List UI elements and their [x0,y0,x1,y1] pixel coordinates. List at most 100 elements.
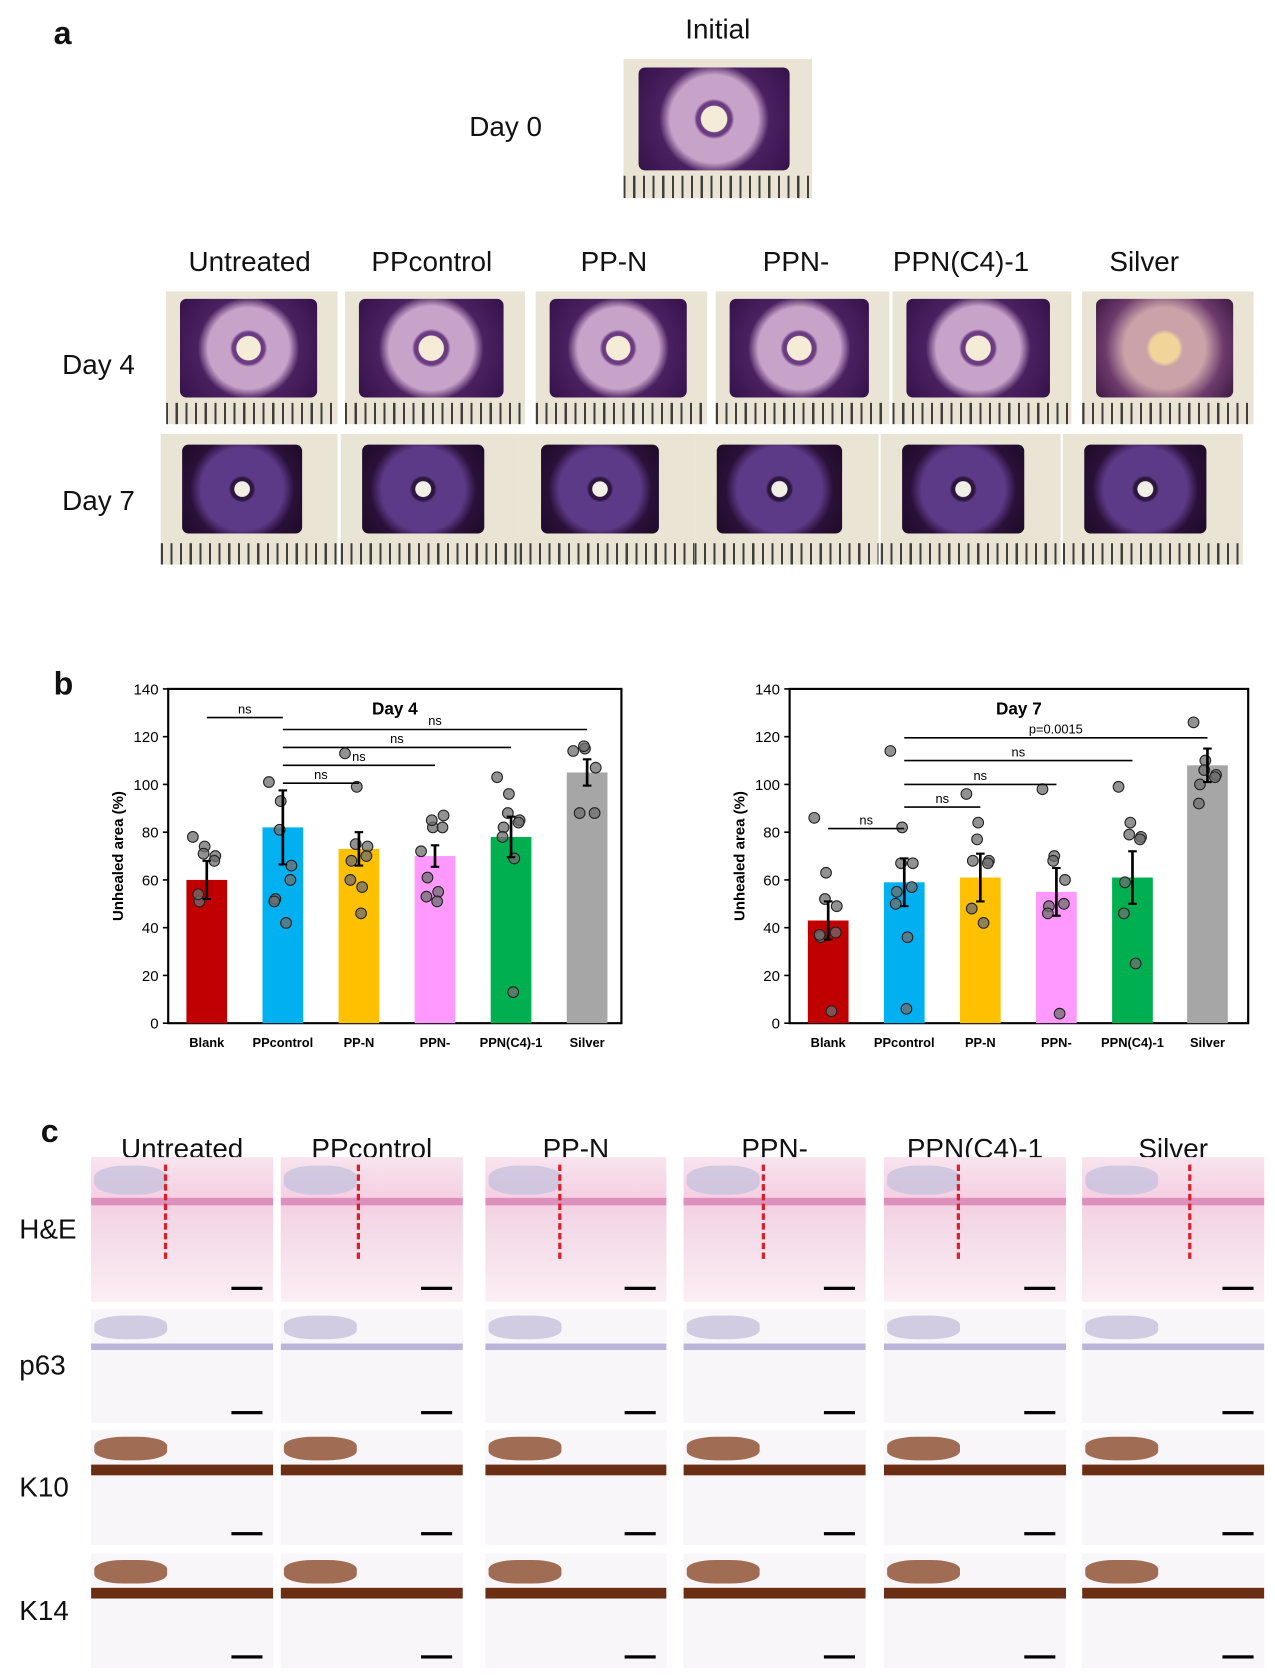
y-tick-label: 140 [134,681,159,698]
row-label-day7: Day 7 [62,484,135,517]
histology-image-p63-silver [1082,1309,1265,1423]
panel-b-label: b [53,666,74,702]
histology-image-p63-ppn [683,1309,866,1423]
data-point-ppn-c4-1 [496,831,509,843]
wound-edge-marker [1187,1164,1191,1259]
bar-chart-day4: 0 20 40 60 80 100 120 140 Unhealed area (%) Day 4… [110,681,623,1050]
y-tick-label: 0 [150,1016,158,1033]
significance-label: ns [936,791,950,806]
y-tick-label: 40 [763,920,780,937]
bar-blank [186,879,228,1024]
x-tick-label-silver: Silver [1190,1035,1225,1050]
y-axis-label: Unhealed area (%) [732,791,749,921]
data-point-pp-n [361,840,374,853]
scale-bar [420,1410,452,1414]
data-point-ppn [1058,897,1070,910]
data-point-ppn-c4-1 [497,821,510,834]
column-header-ppn: PPN- [762,245,830,278]
wound-photo-day4-silver [1082,291,1254,425]
data-point-pp-n [355,907,367,920]
scale-bar [231,1655,263,1660]
bar-silver [1187,765,1228,1024]
data-point-blank [830,900,843,913]
initial-title: Initial [685,12,751,45]
y-tick-label: 100 [755,777,780,794]
data-point-ppcontrol [274,795,287,808]
wound-photo-day4-untreated [166,291,338,425]
significance-label: ns [428,713,442,728]
data-point-pp-n [345,854,358,867]
data-point-ppcontrol [285,859,298,872]
histology-image-h-e-untreated [91,1157,274,1302]
scale-bar [1222,1286,1254,1291]
wound-photo-day4-ppcontrol [344,291,525,425]
data-point-ppcontrol [280,917,292,929]
x-tick-label-pp-n: PP-N [344,1035,375,1050]
histology-image-k10-ppcontrol [280,1430,463,1545]
data-point-ppn-c4-1 [1123,828,1136,841]
data-point-ppn [1053,1007,1066,1020]
data-point-ppcontrol [901,931,914,944]
wound-edge-marker [357,1164,361,1259]
y-tick-label: 40 [142,920,159,937]
y-tick-label: 120 [134,729,159,746]
scale-bar [1222,1655,1254,1660]
panel-c-label: c [40,1114,59,1150]
significance-label: p=0.0015 [1029,722,1083,737]
wound-edge-marker [761,1164,766,1259]
data-point-pp-n [339,747,351,760]
data-point-blank [186,831,199,843]
wound-edge-marker [956,1164,960,1259]
scale-bar [420,1532,452,1536]
data-point-ppcontrol [905,881,918,893]
data-point-silver [578,740,590,753]
data-point-blank [829,926,842,939]
data-point-ppn-c4-1 [1118,907,1130,920]
data-point-ppn [432,885,445,898]
scale-bar [823,1532,855,1536]
data-point-ppn-c4-1 [1119,876,1131,889]
scale-bar [1222,1410,1254,1414]
x-tick-label-pp-n: PP-N [965,1035,996,1050]
data-point-ppcontrol [884,745,897,757]
data-point-ppcontrol [896,821,909,834]
data-point-silver [1187,716,1200,729]
histology-image-k10-ppn-c4-1 [883,1430,1067,1545]
column-header-pp-n: PP-N [580,245,648,278]
y-tick-label: 120 [755,729,780,746]
y-tick-label: 80 [142,825,159,842]
data-point-ppn-c4-1 [1112,780,1125,793]
x-tick-label-ppn: PPN- [1041,1035,1072,1050]
data-point-silver [573,807,586,819]
data-point-ppcontrol [263,776,275,788]
histology-row-label-k14: K14 [19,1593,69,1626]
day0-label: Day 0 [469,110,543,143]
data-point-pp-n [972,816,985,829]
histology-image-k10-ppn [683,1430,866,1545]
data-point-pp-n [977,917,990,929]
bar-ppn [414,856,456,1024]
data-point-ppn [1059,874,1071,886]
histology-image-p63-ppcontrol [280,1309,463,1423]
data-point-silver [1209,771,1221,784]
wound-photo-day4-ppn [715,291,890,425]
scale-bar [231,1410,263,1414]
scale-bar [624,1532,656,1536]
scale-bar [1222,1532,1254,1536]
significance-label: ns [352,749,366,764]
significance-label: ns [859,812,873,827]
data-point-ppcontrol [268,895,281,908]
data-point-ppn-c4-1 [1134,833,1146,846]
scale-bar [823,1410,855,1414]
histology-image-h-e-ppn [683,1157,866,1302]
data-point-ppcontrol [900,1002,913,1015]
data-point-ppcontrol [284,874,297,886]
data-point-ppn [415,845,427,858]
data-point-ppn [431,895,444,908]
significance-label: ns [974,768,988,783]
significance-label: ns [314,767,328,782]
histology-image-k14-ppcontrol [280,1553,463,1669]
data-point-pp-n [965,902,978,915]
data-point-blank [192,888,205,901]
scale-bar [231,1532,263,1536]
